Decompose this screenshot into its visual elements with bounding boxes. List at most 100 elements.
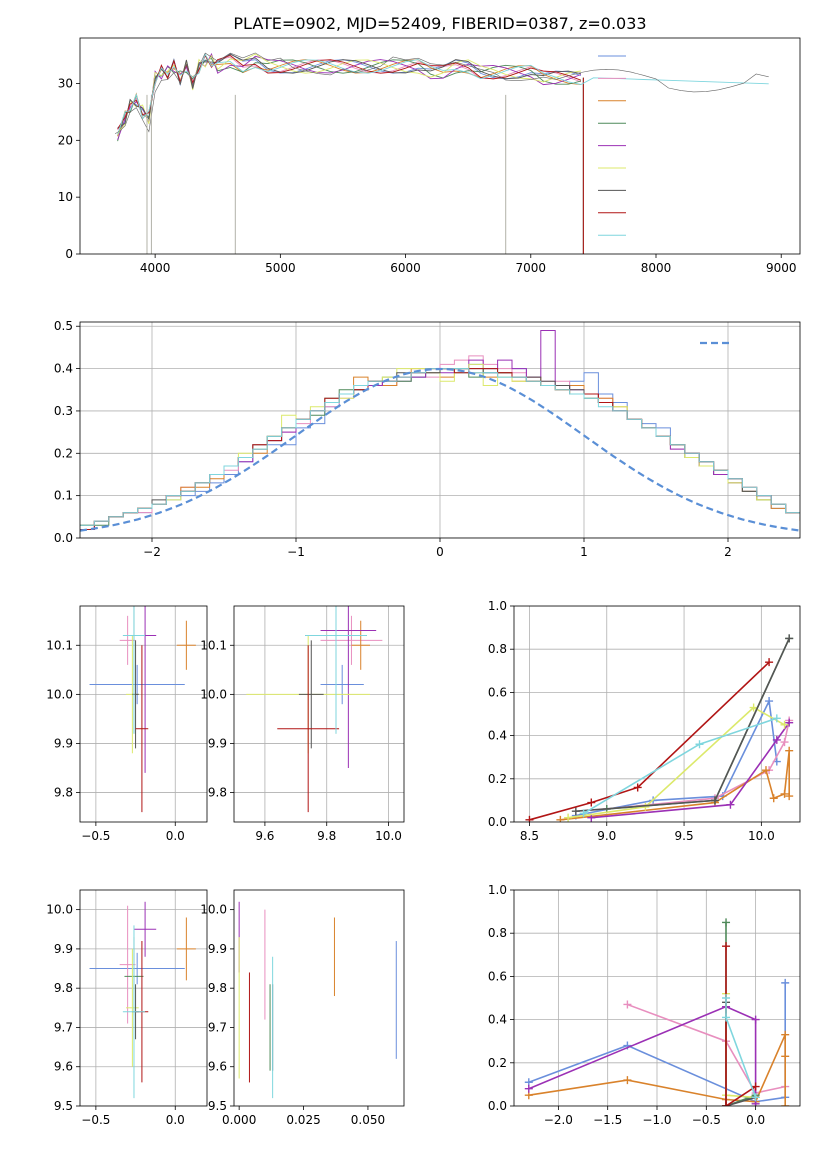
panel-mass-vs-ebv: 0.000 0.025 0.050 9.5 9.6 9.7 9.8 9.9 10.0 <box>200 889 405 1127</box>
y-tick-label: 0.0 <box>488 1099 507 1113</box>
weight-marker <box>761 766 770 775</box>
weight-marker <box>749 703 758 712</box>
y-tick-label: 10.0 <box>46 903 73 917</box>
weight-marker <box>751 1082 760 1091</box>
weight-marker <box>722 942 731 951</box>
weight-marker <box>780 789 789 798</box>
y-tick-label: 20 <box>58 133 73 147</box>
weight-marker <box>641 802 650 811</box>
y-tick-label: 9.8 <box>208 786 227 800</box>
plot-area-weight-vs-age <box>514 606 800 822</box>
y-tick-label: 0.2 <box>54 446 73 460</box>
x-tick-label: −1.5 <box>593 1113 622 1127</box>
weight-line <box>606 720 790 810</box>
y-tick-label: 10.0 <box>200 903 227 917</box>
y-tick-label: 9.9 <box>54 942 73 956</box>
x-tick-label: 5000 <box>265 261 296 275</box>
plot-area-weight-vs-Z <box>514 890 800 1106</box>
y-tick-label: 9.7 <box>54 1020 73 1034</box>
plot-area-mass-vs-Z <box>80 890 207 1106</box>
weight-line <box>591 722 790 819</box>
weight-marker <box>633 783 642 792</box>
weight-marker <box>780 720 789 729</box>
x-tick-label: 0.0 <box>166 1113 185 1127</box>
y-tick-label: 1.0 <box>488 883 507 897</box>
weight-marker <box>556 815 565 822</box>
weight-marker <box>722 994 731 1002</box>
weight-marker <box>564 813 573 822</box>
y-tick-label: 9.9 <box>208 736 227 750</box>
x-tick-label: −0.5 <box>692 1113 721 1127</box>
y-tick-label: 0.2 <box>488 772 507 786</box>
panel-age-vs-Z: −0.5 0.0 9.8 9.9 10.0 10.1 <box>46 605 208 843</box>
weight-marker <box>722 918 731 927</box>
weight-line <box>528 1005 757 1104</box>
y-tick-label: 9.7 <box>208 1020 227 1034</box>
y-tick-label: 9.5 <box>54 1099 73 1113</box>
axes-frame <box>79 605 208 823</box>
y-tick-label: 10.0 <box>200 687 227 701</box>
weight-line <box>725 946 757 1106</box>
axes-frame <box>513 605 801 823</box>
y-tick-label: 10.1 <box>46 638 73 652</box>
x-tick-label: 0.0 <box>166 829 185 843</box>
weight-marker <box>765 658 774 667</box>
x-tick-label: 0.0 <box>746 1113 765 1127</box>
y-tick-label: 0.0 <box>54 531 73 545</box>
x-tick-label: 0 <box>436 545 444 559</box>
weight-marker <box>722 1013 731 1022</box>
x-tick-label: 0.000 <box>222 1113 256 1127</box>
axes-frame <box>79 321 801 539</box>
weight-marker <box>781 978 790 987</box>
axes-frame <box>233 605 405 823</box>
weight-marker <box>579 809 588 818</box>
y-tick-label: 0 <box>65 247 73 261</box>
x-tick-label: −1.0 <box>642 1113 671 1127</box>
axes-frame <box>79 37 801 255</box>
y-tick-label: 1.0 <box>488 599 507 613</box>
x-tick-label: 9.5 <box>675 829 694 843</box>
plot-area-age-vs-mass <box>234 606 404 822</box>
weight-marker <box>781 1052 790 1061</box>
x-tick-label: 9.6 <box>255 829 274 843</box>
weight-line <box>627 1003 786 1094</box>
x-tick-label: 9000 <box>766 261 797 275</box>
weight-marker <box>623 1000 632 1009</box>
x-tick-label: 8000 <box>641 261 672 275</box>
weight-marker <box>524 1084 533 1093</box>
x-tick-label: 1 <box>580 545 588 559</box>
y-tick-label: 0.2 <box>488 1056 507 1070</box>
x-tick-label: 10.0 <box>375 829 402 843</box>
panel-mass-vs-Z: −0.5 0.0 9.5 9.6 9.7 9.8 9.9 10.0 <box>46 889 208 1127</box>
y-tick-label: 9.8 <box>54 981 73 995</box>
x-tick-label: −0.5 <box>81 829 110 843</box>
weight-marker <box>751 1093 760 1102</box>
plot-area-residuals <box>80 322 800 538</box>
x-tick-label: 0.050 <box>351 1113 385 1127</box>
weight-marker <box>765 697 774 706</box>
weight-marker <box>781 1030 790 1039</box>
y-tick-label: 10.0 <box>46 687 73 701</box>
plot-area-mass-vs-ebv <box>238 901 397 1099</box>
y-tick-label: 0.8 <box>488 642 507 656</box>
model-spectrum-line <box>117 53 769 135</box>
weight-marker <box>587 798 596 807</box>
y-tick-label: 0.3 <box>54 404 73 418</box>
y-tick-label: 0.0 <box>488 815 507 829</box>
weight-marker <box>525 815 534 822</box>
panels: 4000 5000 6000 7000 8000 9000 0 10 20 30 −2 −1 0 1 2 0.… <box>46 37 801 1127</box>
weight-marker <box>571 807 580 816</box>
axes-frame <box>233 889 405 1107</box>
model-spectrum-line <box>117 54 582 130</box>
x-tick-label: 8.5 <box>520 829 539 843</box>
x-tick-label: 9.8 <box>317 829 336 843</box>
weight-marker <box>772 714 781 723</box>
x-tick-label: 7000 <box>516 261 547 275</box>
weight-marker <box>722 1102 731 1106</box>
x-tick-label: −2 <box>143 545 161 559</box>
panel-spectrum: 4000 5000 6000 7000 8000 9000 0 10 20 30 <box>58 37 801 275</box>
weight-marker <box>726 800 735 809</box>
y-tick-label: 10 <box>58 190 73 204</box>
plot-area-age-vs-Z <box>80 606 207 822</box>
histogram-series <box>80 368 800 526</box>
